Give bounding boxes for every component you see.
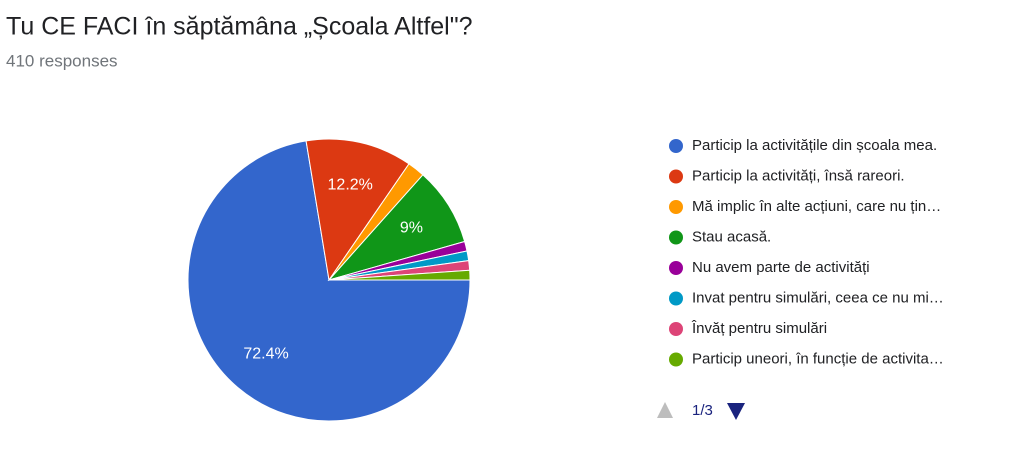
slice-label: 72.4% xyxy=(243,345,288,362)
legend-swatch xyxy=(669,261,683,275)
pie-slice xyxy=(187,140,471,422)
legend-label: Invat pentru simulări, ceea ce nu mi… xyxy=(692,289,944,306)
pie-slice xyxy=(305,138,410,282)
legend-label: Mă implic în alte acțiuni, care nu țin… xyxy=(692,198,941,215)
legend-label: Stau acasă. xyxy=(692,228,771,245)
prev-page[interactable] xyxy=(657,402,673,418)
legend-swatch xyxy=(669,352,683,367)
pager: 1/3 xyxy=(692,402,713,419)
legend-label: Particip uneori, în funcție de activita… xyxy=(692,350,944,367)
legend-label: Particip la activități, însă rareori. xyxy=(692,167,905,184)
legend-swatch xyxy=(669,322,683,336)
legend-swatch xyxy=(669,139,683,153)
legend-swatch xyxy=(669,169,683,184)
legend-label: Nu avem parte de activități xyxy=(692,259,870,276)
next-page[interactable] xyxy=(727,403,745,420)
legend-swatch xyxy=(669,230,683,245)
slice-label: 12.2% xyxy=(328,176,373,193)
slice-label: 9% xyxy=(400,220,423,237)
response-count: 410 responses xyxy=(6,51,118,70)
legend-label: Particip la activitățile din școala mea. xyxy=(692,137,937,154)
pie-slice xyxy=(327,174,466,281)
legend-swatch xyxy=(669,200,683,214)
legend-swatch xyxy=(669,291,683,306)
pie-slice xyxy=(328,269,471,281)
chart-title: Tu CE FACI în săptămâna „Școala Altfel"? xyxy=(6,13,473,41)
legend-label: Învăț pentru simulări xyxy=(691,320,827,337)
